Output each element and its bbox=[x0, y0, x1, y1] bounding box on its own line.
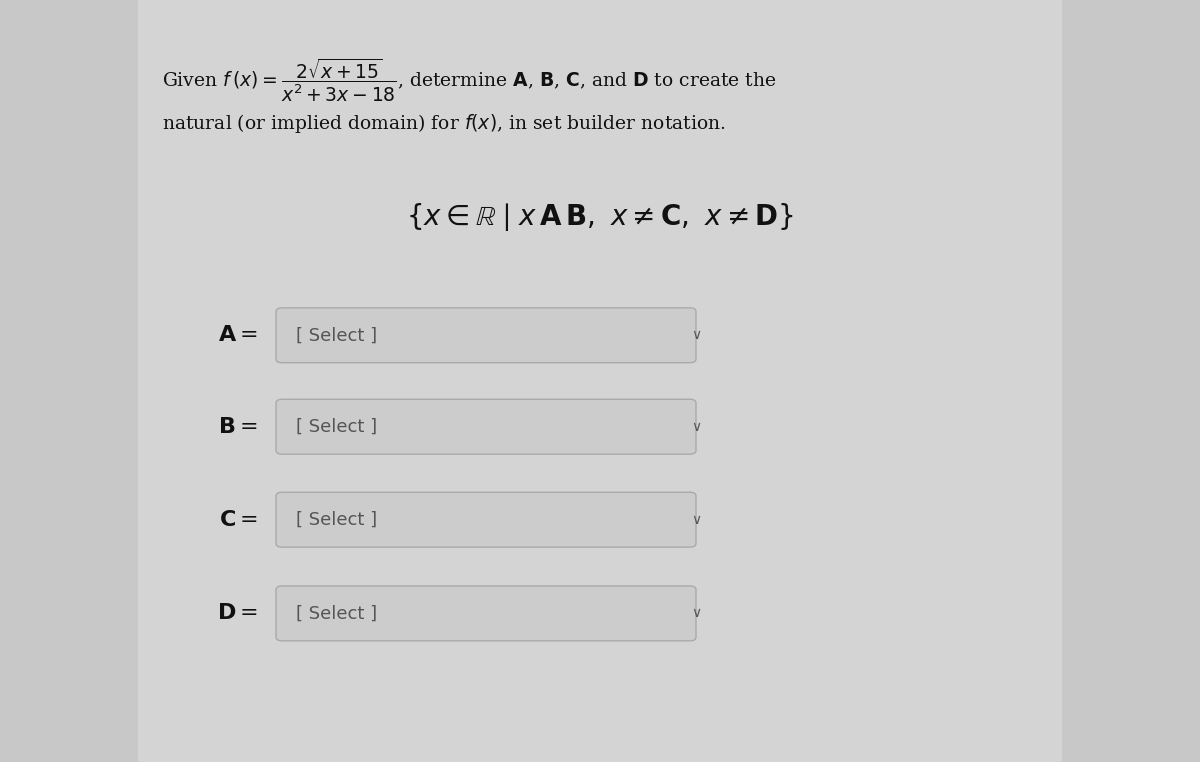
Text: $\mathbf{A}=$: $\mathbf{A}=$ bbox=[218, 325, 258, 346]
Text: $\vee$: $\vee$ bbox=[691, 420, 701, 434]
Text: $\vee$: $\vee$ bbox=[691, 607, 701, 620]
Text: [ Select ]: [ Select ] bbox=[296, 604, 378, 623]
Text: [ Select ]: [ Select ] bbox=[296, 511, 378, 529]
Text: $\mathbf{C}=$: $\mathbf{C}=$ bbox=[220, 509, 258, 530]
Text: $\{x \in \mathbb{R}\mid x\,\mathbf{A}\,\mathbf{B},\ x \neq \mathbf{C},\ x \neq \: $\{x \in \mathbb{R}\mid x\,\mathbf{A}\,\… bbox=[406, 201, 794, 233]
FancyBboxPatch shape bbox=[276, 586, 696, 641]
Text: [ Select ]: [ Select ] bbox=[296, 326, 378, 344]
FancyBboxPatch shape bbox=[276, 492, 696, 547]
Text: $\vee$: $\vee$ bbox=[691, 328, 701, 342]
FancyBboxPatch shape bbox=[138, 0, 1062, 762]
FancyBboxPatch shape bbox=[276, 399, 696, 454]
Text: $\mathbf{D}=$: $\mathbf{D}=$ bbox=[217, 603, 258, 624]
Text: $\vee$: $\vee$ bbox=[691, 513, 701, 527]
Text: natural (or implied domain) for $f(x)$, in set builder notation.: natural (or implied domain) for $f(x)$, … bbox=[162, 112, 726, 135]
Text: Given $f\,(x) = \dfrac{2\sqrt{x+15}}{x^2+3x-18}$, determine $\mathbf{A}$, $\math: Given $f\,(x) = \dfrac{2\sqrt{x+15}}{x^2… bbox=[162, 56, 776, 104]
Text: $\mathbf{B}=$: $\mathbf{B}=$ bbox=[218, 416, 258, 437]
FancyBboxPatch shape bbox=[276, 308, 696, 363]
Text: [ Select ]: [ Select ] bbox=[296, 418, 378, 436]
